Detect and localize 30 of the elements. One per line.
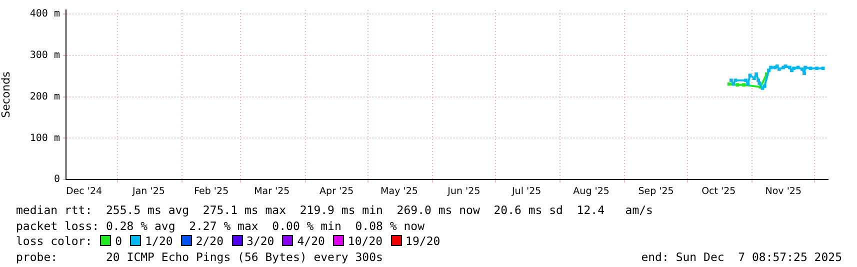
x-tick-label: Feb '25	[194, 186, 229, 197]
x-tick-label: Sep '25	[638, 186, 674, 197]
x-tick-label: Mar '25	[254, 186, 290, 197]
text: packet loss: 0.28 % avg 2.27 % max 0.00 % min 0.08 % now	[16, 218, 424, 234]
y-tick-label: 0	[54, 174, 60, 186]
y-axis-title: Seconds	[0, 71, 12, 118]
text: end: Sun Dec 7 08:57:25 2025	[641, 250, 842, 265]
x-tick-label: Jul '25	[511, 186, 542, 197]
x-tick-label: Apr '25	[320, 186, 354, 197]
legend-title: loss color:	[16, 234, 92, 248]
legend-label: 2/20	[196, 234, 224, 248]
text: median rtt: 255.5 ms avg 275.1 ms max 219.9 ms min 269.0 ms now 20.6 ms sd 12.4 am/s	[16, 203, 653, 218]
y-tick-label: 200 m	[30, 91, 60, 102]
x-tick-label: Aug '25	[573, 186, 610, 197]
y-tick-label: 400 m	[30, 8, 60, 20]
x-tick-label: May '25	[380, 186, 418, 197]
x-tick-label: Oct '25	[702, 186, 736, 197]
y-tick-label: 100 m	[30, 132, 60, 144]
y-tick-label: 300 m	[30, 50, 60, 62]
legend-label: 4/20	[297, 234, 325, 248]
text: probe: 20 ICMP Echo Pings (56 Bytes) every 300s	[16, 250, 383, 265]
legend-label: 3/20	[246, 234, 274, 248]
legend-label: 1/20	[145, 234, 173, 248]
x-tick-label: Jun '25	[446, 186, 480, 197]
x-tick-label: Dec '24	[66, 186, 102, 197]
legend-label: 19/20	[406, 234, 440, 248]
legend-label: 10/20	[348, 234, 383, 248]
x-tick-label: Nov '25	[765, 186, 802, 197]
legend-label: 0	[115, 234, 122, 248]
x-tick-label: Jan '25	[132, 186, 165, 197]
